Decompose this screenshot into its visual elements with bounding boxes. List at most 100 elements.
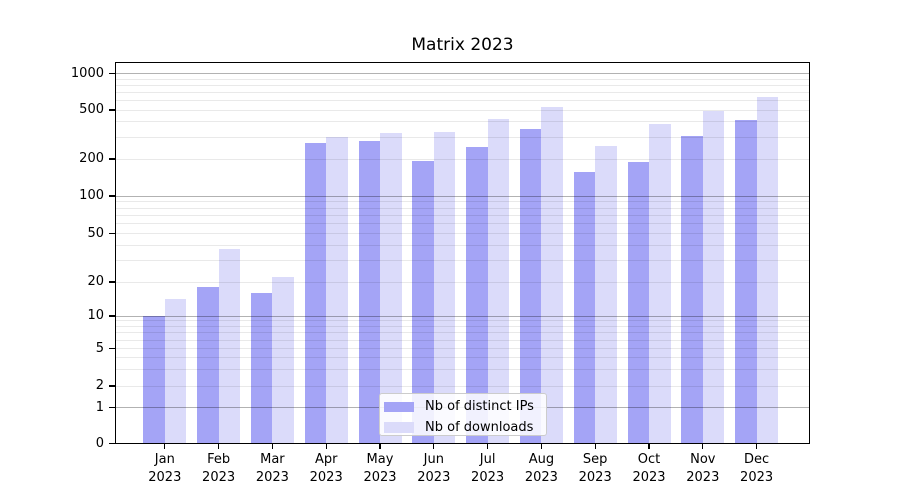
gridline-y-8 [115,326,810,327]
y-tick-50 [109,232,115,235]
gridline-y-20 [115,281,810,283]
gridline-y-10 [115,315,810,317]
x-tick-label-nov: Nov 2023 [671,451,735,486]
x-tick-label-feb: Feb 2023 [187,451,251,486]
x-tick-year-mar: 2023 [255,469,289,485]
x-tick-year-jul: 2023 [471,469,505,485]
gridline-y-7 [115,332,810,334]
gridline-y-50 [115,233,810,234]
y-tick-label-5: 5 [95,340,104,356]
x-tick-label-jun: Jun 2023 [402,451,466,486]
gridline-y-4 [115,357,810,359]
bar-dec-distinct-ips [735,120,757,444]
legend-swatch-distinct-ips [384,401,414,412]
gridline-y-3 [115,369,810,370]
y-tick-label-10: 10 [87,308,104,323]
gridline-y-90 [115,201,810,203]
bar-mar-downloads [272,276,294,444]
bar-nov-downloads [702,110,725,444]
gridline-y-40 [115,244,810,246]
gridline-y-400 [115,121,810,123]
x-tick-label-sep: Sep 2023 [563,451,627,486]
legend-swatch-downloads [384,422,414,433]
x-tick-year-jun: 2023 [417,469,451,485]
x-tick-jul [486,443,489,449]
y-tick-10 [109,315,115,317]
x-tick-mar [271,443,274,449]
x-tick-nov [702,443,704,449]
y-tick-label-200: 200 [79,151,104,166]
gridline-y-60 [115,223,810,225]
y-tick-label-2: 2 [95,378,104,393]
bar-sep-distinct-ips [573,171,596,444]
bar-jan-downloads [164,299,187,444]
gridline-y-700 [115,91,810,93]
bar-oct-downloads [649,123,671,444]
bar-aug-distinct-ips [519,129,542,444]
x-tick-year-aug: 2023 [524,469,558,485]
x-tick-jan [164,443,166,449]
x-tick-year-dec: 2023 [740,469,774,485]
gridline-y-600 [115,99,810,101]
x-tick-year-may: 2023 [363,469,397,485]
gridline-y-5 [115,348,810,350]
x-tick-year-sep: 2023 [578,469,612,485]
gridline-y-900 [115,78,810,80]
y-tick-5 [109,347,115,350]
legend-item-downloads: Nb of downloads [384,419,546,436]
x-tick-oct [648,443,650,449]
gridline-y-500 [115,109,810,111]
bar-apr-downloads [326,137,348,444]
gridline-y-100 [115,195,810,197]
y-tick-label-1000: 1000 [70,65,104,81]
gridline-y-800 [115,84,810,86]
legend: Nb of distinct IPs Nb of downloads [379,392,547,436]
bar-feb-distinct-ips [197,287,219,444]
bar-oct-distinct-ips [627,161,649,444]
bar-apr-distinct-ips [304,142,327,444]
x-tick-label-jul: Jul 2023 [456,451,520,486]
bar-sep-downloads [595,145,617,444]
gridline-y-6 [115,339,810,341]
y-tick-label-50: 50 [87,225,104,241]
bar-mar-distinct-ips [250,292,273,444]
x-tick-year-feb: 2023 [202,469,236,485]
gridline-y-30 [115,260,810,261]
x-tick-year-apr: 2023 [309,469,343,485]
bar-nov-distinct-ips [681,136,703,444]
bar-may-downloads [380,133,402,444]
bar-jun-downloads [433,132,456,444]
y-tick-1000 [109,72,115,75]
y-tick-2 [109,385,115,387]
x-tick-apr [325,443,327,449]
y-tick-200 [109,158,115,160]
chart-title: Matrix 2023 [411,35,514,55]
gridline-y-300 [115,136,810,138]
legend-label-downloads: Nb of downloads [425,419,534,435]
y-tick-label-1: 1 [95,399,104,415]
x-tick-label-aug: Aug 2023 [509,451,573,486]
bar-jul-distinct-ips [466,146,488,444]
gridline-y-200 [115,158,810,160]
x-tick-label-dec: Dec 2023 [725,451,789,486]
y-tick-100 [109,195,115,197]
x-tick-label-oct: Oct 2023 [617,451,681,486]
gridline-y-80 [115,207,810,209]
bar-jun-distinct-ips [412,161,434,444]
x-tick-year-jan: 2023 [148,469,182,485]
gridline-y-9 [115,320,810,322]
x-tick-label-may: May 2023 [348,451,412,486]
bar-dec-downloads [756,97,779,444]
bar-jan-distinct-ips [143,316,165,444]
x-tick-jun [433,443,435,449]
legend-label-distinct-ips: Nb of distinct IPs [425,399,534,415]
x-tick-label-apr: Apr 2023 [294,451,358,486]
y-tick-20 [109,281,115,283]
y-tick-label-100: 100 [79,188,104,203]
gridline-y-70 [115,214,810,216]
x-tick-dec [755,443,758,449]
bar-jul-downloads [487,118,510,444]
y-tick-label-500: 500 [79,102,104,117]
x-tick-aug [540,443,543,449]
